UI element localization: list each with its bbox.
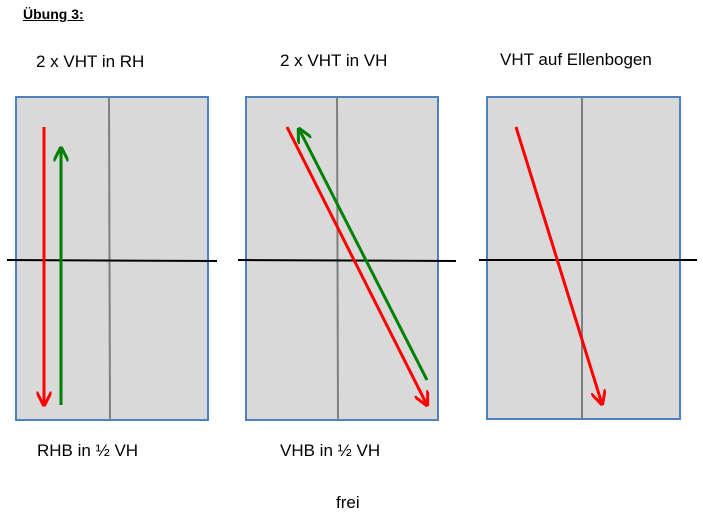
center-line — [108, 96, 111, 421]
panel-2-title: 2 x VHT in VH — [280, 51, 388, 70]
panel-3-title: VHT auf Ellenbogen — [500, 50, 652, 69]
panel-1-caption: RHB in ½ VH — [37, 441, 139, 460]
red-arrow-diagonal — [514, 126, 602, 404]
footer-note: frei — [336, 493, 360, 512]
court-field — [15, 96, 209, 421]
panel-2-caption: VHB in ½ VH — [280, 441, 381, 460]
center-line — [336, 96, 339, 421]
court-panel-3 — [479, 96, 697, 420]
green-arrow-diagonal — [299, 129, 429, 381]
half-line — [237, 259, 457, 262]
court-panel-2 — [237, 96, 457, 421]
court-field — [486, 96, 681, 420]
court-panel-1 — [6, 96, 218, 421]
half-line — [6, 259, 218, 262]
panel-1-title: 2 x VHT in RH — [36, 52, 145, 71]
exercise-heading: Übung 3: — [23, 6, 84, 22]
red-arrow-diagonal — [285, 126, 427, 405]
